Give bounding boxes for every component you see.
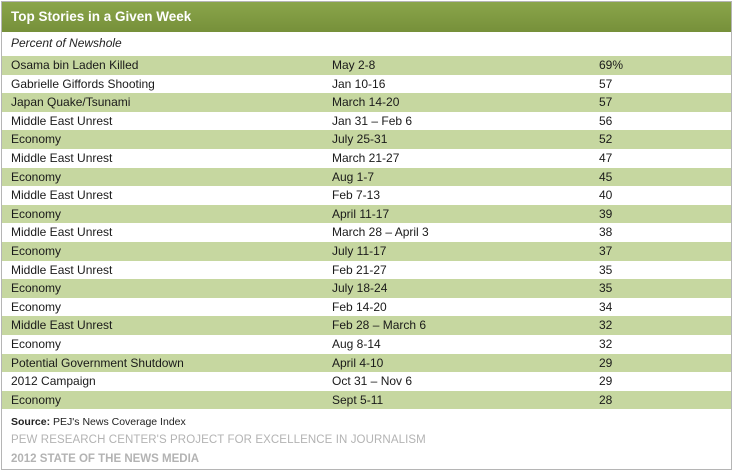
table-row: Economy Feb 14-20 34 xyxy=(2,298,731,317)
row-topic: Economy xyxy=(11,169,62,184)
row-week: Feb 14-20 xyxy=(332,299,387,314)
table-row: Economy July 25-31 52 xyxy=(2,130,731,149)
credit-report: 2012 STATE OF THE NEWS MEDIA xyxy=(11,453,200,465)
table-row: Middle East Unrest Feb 7-13 40 xyxy=(2,186,731,205)
row-percent: 37 xyxy=(599,243,613,258)
row-topic: 2012 Campaign xyxy=(11,374,96,389)
table-row: Economy April 11-17 39 xyxy=(2,204,731,224)
table-row: Economy July 18-24 35 xyxy=(2,279,731,298)
row-topic: Economy xyxy=(11,299,62,314)
row-week: Aug 1-7 xyxy=(332,169,375,184)
row-week: Jan 31 – Feb 6 xyxy=(332,113,413,128)
table-row: 2012 Campaign Oct 31 – Nov 6 29 xyxy=(2,372,731,391)
row-percent: 32 xyxy=(599,318,613,333)
row-week: Oct 31 – Nov 6 xyxy=(332,374,413,389)
row-topic: Japan Quake/Tsunami xyxy=(11,95,131,110)
row-topic: Economy xyxy=(11,243,62,258)
table-row: Middle East Unrest Feb 21-27 35 xyxy=(2,261,731,280)
row-percent: 57 xyxy=(599,76,613,91)
table-row: Middle East Unrest March 28 – April 3 38 xyxy=(2,223,731,242)
row-topic: Economy xyxy=(11,392,62,407)
source-text: PEJ's News Coverage Index xyxy=(50,416,186,428)
row-week: March 28 – April 3 xyxy=(332,225,429,240)
row-percent: 35 xyxy=(599,281,613,296)
table-row: Economy Sept 5-11 28 xyxy=(2,390,731,410)
row-percent: 56 xyxy=(599,113,613,128)
stories-table: Osama bin Laden Killed May 2-8 69% Gabriell… xyxy=(2,56,731,410)
row-percent: 40 xyxy=(599,188,613,203)
credit-organization: PEW RESEARCH CENTER'S PROJECT FOR EXCELL… xyxy=(11,434,426,446)
row-topic: Middle East Unrest xyxy=(11,188,113,203)
table-row: Middle East Unrest March 21-27 47 xyxy=(2,149,731,168)
row-percent: 29 xyxy=(599,374,613,389)
table-title: Top Stories in a Given Week xyxy=(2,2,731,32)
row-week: March 21-27 xyxy=(332,150,400,165)
row-week: Aug 8-14 xyxy=(332,336,381,351)
row-percent: 34 xyxy=(599,299,613,314)
table-row: Economy Aug 8-14 32 xyxy=(2,335,731,354)
table-row: Japan Quake/Tsunami March 14-20 57 xyxy=(2,93,731,112)
row-topic: Economy xyxy=(11,336,62,351)
row-week: March 14-20 xyxy=(332,95,400,110)
row-percent: 39 xyxy=(599,206,613,221)
row-percent: 45 xyxy=(599,169,613,184)
source-note: Source: PEJ's News Coverage Index xyxy=(11,416,186,428)
source-label: Source: xyxy=(11,416,51,428)
table-row: Economy Aug 1-7 45 xyxy=(2,167,731,187)
row-percent: 38 xyxy=(599,225,613,240)
row-week: July 25-31 xyxy=(332,132,388,147)
table-row: Potential Government Shutdown April 4-10 2… xyxy=(2,353,731,373)
row-topic: Osama bin Laden Killed xyxy=(11,58,139,72)
row-topic: Gabrielle Giffords Shooting xyxy=(11,76,155,91)
table-row: Middle East Unrest Feb 28 – March 6 32 xyxy=(2,316,731,335)
table-row: Gabrielle Giffords Shooting Jan 10-16 57 xyxy=(2,75,731,94)
row-percent: 29 xyxy=(599,355,613,370)
row-topic: Middle East Unrest xyxy=(11,262,113,277)
row-week: April 4-10 xyxy=(332,355,384,370)
row-week: Feb 7-13 xyxy=(332,188,381,203)
row-percent: 69% xyxy=(599,58,624,72)
row-week: Sept 5-11 xyxy=(332,392,384,407)
row-topic: Middle East Unrest xyxy=(11,318,113,333)
row-percent: 57 xyxy=(599,95,613,110)
row-topic: Economy xyxy=(11,281,62,296)
table-row: Economy July 11-17 37 xyxy=(2,241,731,261)
row-week: Feb 21-27 xyxy=(332,262,387,277)
row-topic: Potential Government Shutdown xyxy=(11,355,184,370)
row-week: July 11-17 xyxy=(332,243,387,258)
row-topic: Economy xyxy=(11,132,62,147)
row-topic: Middle East Unrest xyxy=(11,113,113,128)
row-topic: Middle East Unrest xyxy=(11,150,113,165)
row-week: May 2-8 xyxy=(332,58,376,72)
row-week: Jan 10-16 xyxy=(332,76,386,91)
row-percent: 32 xyxy=(599,336,613,351)
row-percent: 52 xyxy=(599,132,613,147)
table-subtitle: Percent of Newshole xyxy=(11,36,122,50)
row-percent: 47 xyxy=(599,150,613,165)
row-week: April 11-17 xyxy=(332,206,390,221)
table-row: Osama bin Laden Killed May 2-8 69% xyxy=(2,56,731,75)
row-week: Feb 28 – March 6 xyxy=(332,318,427,333)
row-percent: 35 xyxy=(599,262,613,277)
row-topic: Economy xyxy=(11,206,62,221)
row-percent: 28 xyxy=(599,392,613,407)
table-row: Middle East Unrest Jan 31 – Feb 6 56 xyxy=(2,112,731,131)
row-topic: Middle East Unrest xyxy=(11,225,113,240)
row-week: July 18-24 xyxy=(332,281,388,296)
